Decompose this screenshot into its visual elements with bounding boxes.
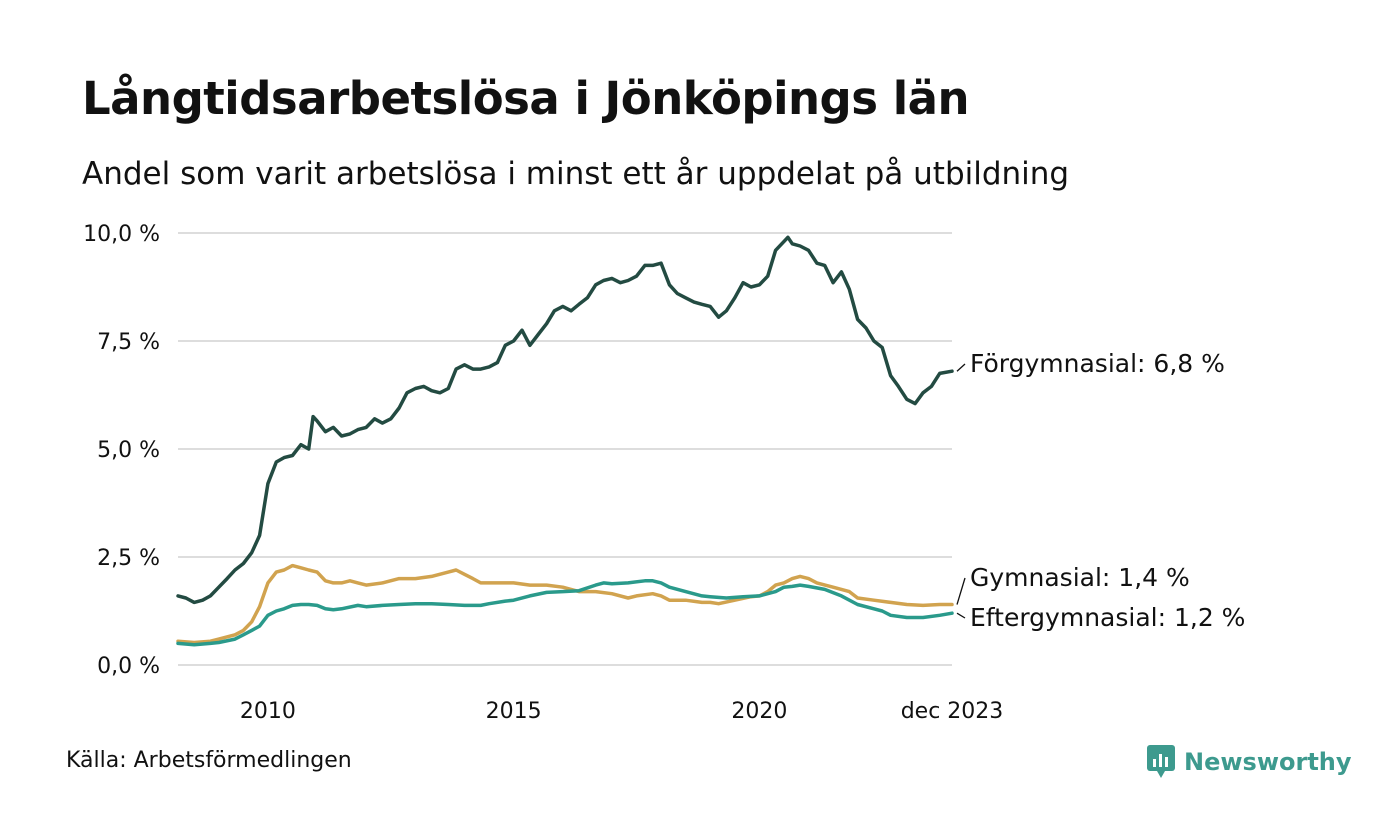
- end-label-eftergymnasial: Eftergymnasial: 1,2 %: [970, 603, 1245, 632]
- newsworthy-logo-icon: [1147, 745, 1175, 778]
- source-note: Källa: Arbetsförmedlingen: [66, 748, 352, 773]
- end-label-gymnasial: Gymnasial: 1,4 %: [970, 563, 1190, 592]
- brand-logo: Newsworthy: [1146, 744, 1352, 780]
- end-label-forgymnasial: Förgymnasial: 6,8 %: [970, 349, 1225, 378]
- end-labels: Förgymnasial: 6,8 % Gymnasial: 1,4 % Efter…: [956, 349, 1245, 632]
- y-axis-tick-labels: 0,0 % 2,5 % 5,0 % 7,5 % 10,0 %: [83, 222, 160, 679]
- x-tick-label: dec 2023: [901, 699, 1004, 724]
- series-line-eftergymnasial: [176, 579, 954, 647]
- end-label-connector: [956, 612, 966, 619]
- end-label-connector: [956, 577, 966, 605]
- x-axis-tick-labels: 2010 2015 2020 dec 2023: [240, 699, 1003, 724]
- y-tick-label: 0,0 %: [97, 654, 160, 679]
- brand-name: Newsworthy: [1184, 748, 1352, 776]
- grid-lines: [178, 232, 952, 666]
- x-tick-label: 2010: [240, 699, 296, 724]
- end-label-connector: [956, 363, 966, 372]
- series-lines: [176, 235, 954, 647]
- x-tick-label: 2015: [486, 699, 542, 724]
- y-tick-label: 10,0 %: [83, 222, 160, 247]
- y-tick-label: 2,5 %: [97, 546, 160, 571]
- y-tick-label: 7,5 %: [97, 330, 160, 355]
- series-line-forgymnasial: [176, 235, 954, 605]
- x-tick-label: 2020: [731, 699, 787, 724]
- page-subtitle: Andel som varit arbetslösa i minst ett å…: [82, 156, 1070, 192]
- page-title: Långtidsarbetslösa i Jönköpings län: [82, 72, 970, 125]
- y-tick-label: 5,0 %: [97, 438, 160, 463]
- series-line-gymnasial: [176, 563, 954, 645]
